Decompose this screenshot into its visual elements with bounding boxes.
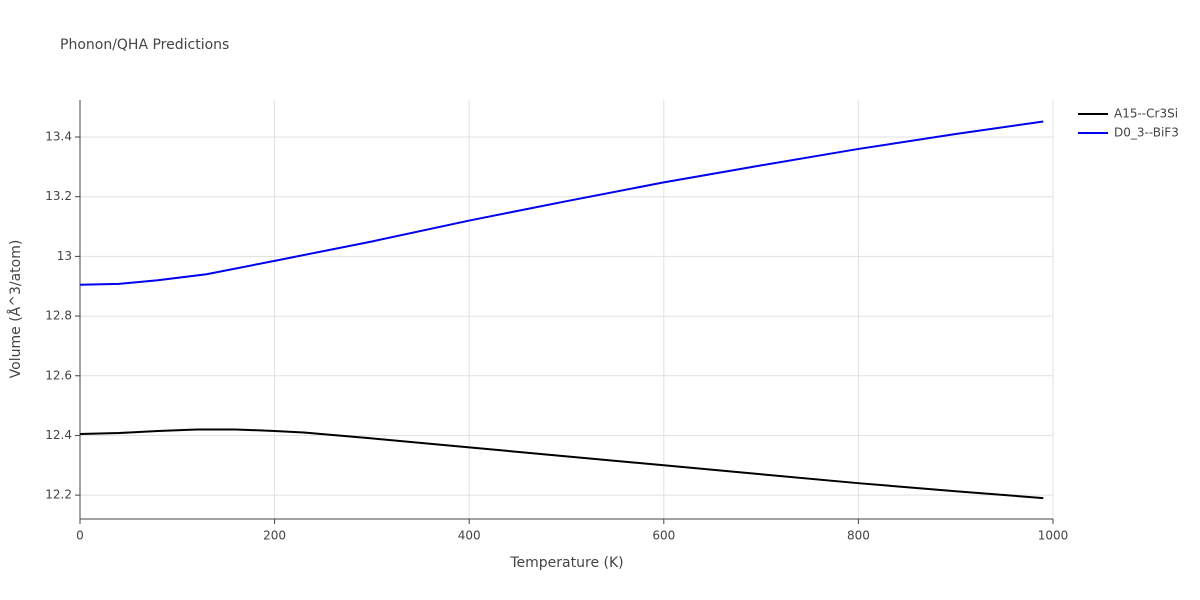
y-tick-label: 13.4 [45,130,72,144]
legend-label: D0_3--BiF3 [1114,126,1179,140]
x-tick-label: 400 [458,529,481,543]
y-tick-label: 13.2 [45,189,72,203]
y-tick-label: 12.2 [45,488,72,502]
x-tick-label: 0 [76,529,84,543]
y-tick-label: 12.4 [45,428,72,442]
x-tick-label: 600 [652,529,675,543]
x-axis-title: Temperature (K) [509,555,623,571]
x-tick-label: 200 [263,529,286,543]
legend-label: A15--Cr3Si [1114,107,1178,121]
x-tick-label: 1000 [1038,529,1069,543]
line [79,428,1044,500]
y-tick-label: 12.8 [45,309,72,323]
y-axis-title: Volume (Å^3/atom) [7,240,24,379]
chart-title: Phonon/QHA Predictions [60,37,229,53]
line [79,120,1044,286]
y-tick-label: 13 [57,249,72,263]
y-tick-label: 12.6 [45,368,72,382]
x-tick-label: 800 [847,529,870,543]
